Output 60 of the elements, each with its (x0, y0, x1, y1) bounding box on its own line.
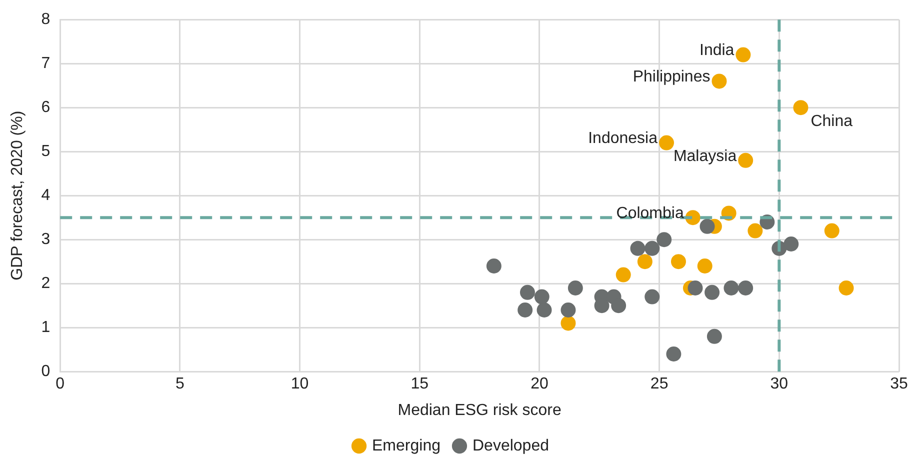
point (611, 298, 626, 314)
point (616, 267, 631, 282)
point (724, 280, 739, 296)
point (560, 316, 576, 331)
y-tick-label: 2 (41, 275, 50, 292)
point (824, 223, 840, 238)
legend-label: Emerging (372, 437, 440, 454)
x-axis-title: Median ESG risk score (398, 402, 562, 419)
x-tick-label: 5 (175, 376, 184, 393)
y-tick-label: 4 (41, 187, 50, 204)
annotation: Colombia (616, 205, 684, 222)
point (666, 346, 682, 362)
point (700, 218, 715, 234)
point (656, 232, 672, 248)
point (560, 302, 576, 318)
y-tick-label: 3 (41, 231, 50, 248)
x-tick-label: 20 (530, 376, 548, 393)
x-tick-label: 25 (650, 376, 668, 393)
point (568, 280, 583, 296)
y-tick-label: 5 (41, 143, 50, 160)
x-tick-label: 0 (56, 376, 65, 393)
point (838, 280, 854, 296)
point (644, 289, 660, 304)
point (659, 135, 674, 150)
annotation: Indonesia (588, 130, 658, 148)
point (670, 254, 686, 270)
point (706, 328, 722, 344)
point (518, 302, 533, 318)
y-tick-label: 0 (41, 363, 50, 380)
point (534, 289, 550, 304)
y-axis-title: GDP forecast, 2020 (%) (9, 110, 26, 280)
point (644, 240, 660, 256)
x-tick-label: 30 (770, 376, 788, 393)
annotation: China (810, 113, 853, 130)
x-tick-label: 15 (410, 376, 429, 393)
point (697, 258, 712, 274)
x-tick-label: 35 (890, 376, 908, 393)
point (630, 240, 646, 256)
point (784, 236, 799, 252)
legend-label: Developed (472, 437, 549, 454)
point (736, 47, 751, 62)
point (486, 258, 502, 274)
point (748, 223, 763, 238)
point (712, 74, 727, 89)
point (520, 284, 535, 300)
point (637, 254, 652, 270)
point (688, 280, 703, 296)
annotation: Malaysia (673, 148, 737, 165)
point (536, 302, 552, 318)
point (738, 152, 754, 168)
x-tick-label: 10 (290, 376, 309, 393)
y-tick-label: 8 (41, 11, 50, 28)
point (704, 284, 720, 300)
annotation: Philippines (632, 68, 710, 86)
point (738, 280, 754, 296)
y-tick-label: 1 (41, 319, 50, 336)
point (793, 100, 808, 116)
annotation: India (700, 42, 734, 60)
y-tick-label: 7 (41, 55, 50, 72)
y-tick-label: 6 (41, 99, 50, 116)
